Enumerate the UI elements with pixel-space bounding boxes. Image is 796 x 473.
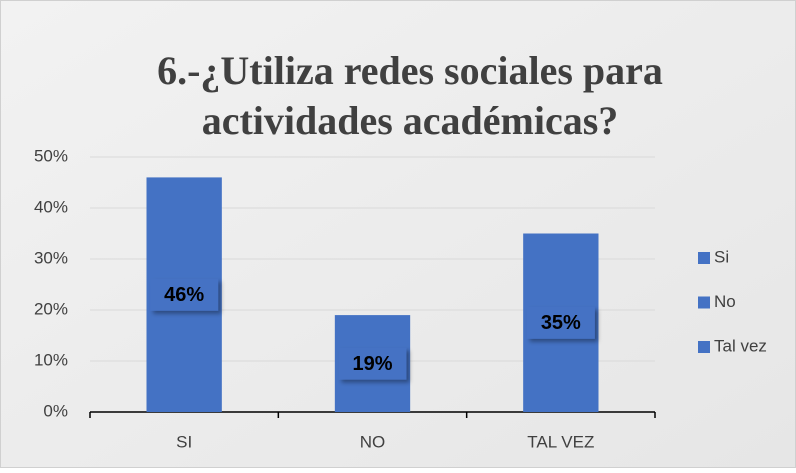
legend-swatch bbox=[698, 252, 710, 264]
x-tick-label: NO bbox=[360, 432, 386, 451]
legend-swatch bbox=[698, 341, 710, 353]
y-tick-label: 0% bbox=[43, 401, 68, 420]
legend-swatch bbox=[698, 296, 710, 309]
y-tick-label: 50% bbox=[34, 146, 68, 165]
data-label: 35% bbox=[541, 312, 581, 334]
data-label-box bbox=[526, 306, 595, 339]
chart-title: 6.-¿Utiliza redes sociales para actividad… bbox=[157, 48, 663, 143]
y-tick-label: 10% bbox=[34, 350, 68, 369]
x-tick-label: TAL VEZ bbox=[527, 432, 594, 451]
data-label-box bbox=[338, 347, 407, 380]
data-label: 46% bbox=[164, 284, 204, 306]
legend-label: Si bbox=[714, 247, 729, 266]
y-tick-label: 40% bbox=[34, 197, 68, 216]
y-tick-label: 20% bbox=[34, 299, 68, 318]
data-label: 19% bbox=[352, 353, 392, 375]
legend-label: No bbox=[714, 292, 736, 311]
y-tick-label: 30% bbox=[34, 248, 68, 267]
data-label-box bbox=[150, 278, 219, 311]
legend-label: Tal vez bbox=[714, 336, 767, 355]
x-tick-label: SI bbox=[176, 432, 192, 451]
